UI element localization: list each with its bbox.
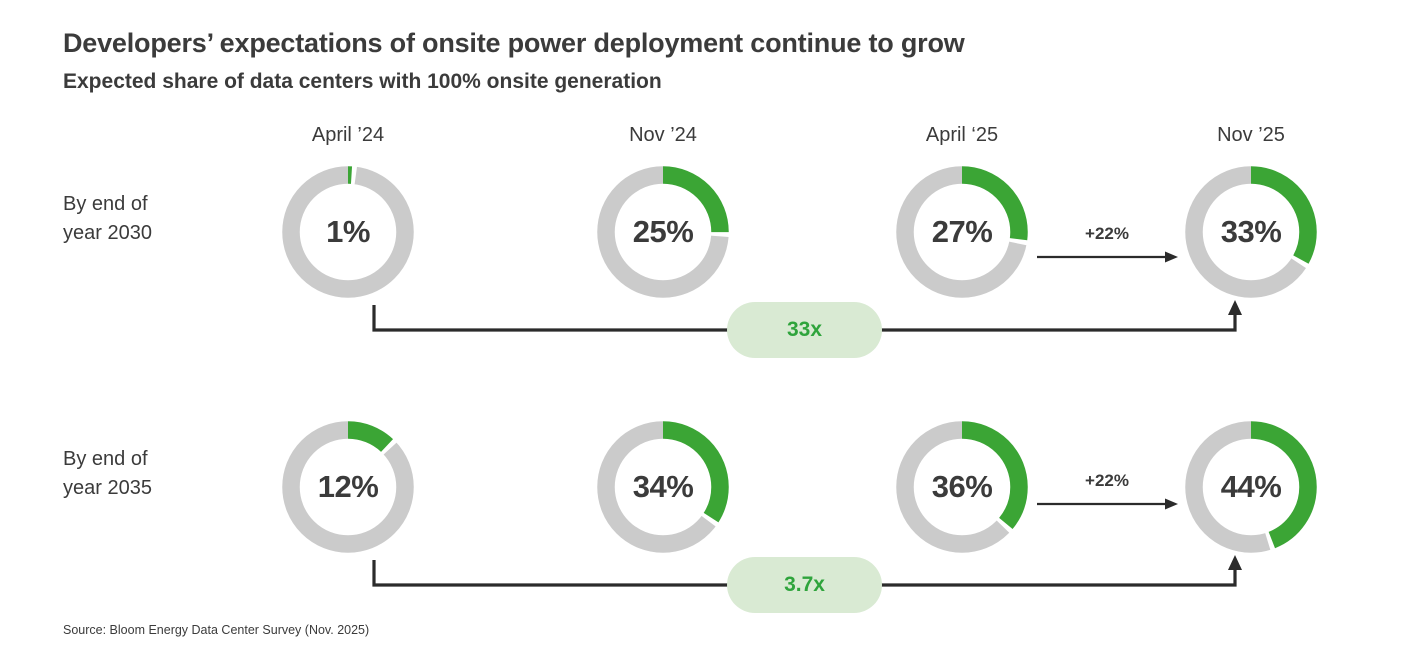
delta-label-2030: +22% [1085,224,1129,243]
donut-ring-svg [896,421,1028,553]
row-label-2030: By end of year 2030 [63,193,152,244]
column-header-nov-24: Nov ’24 [629,124,697,146]
page-subtitle: Expected share of data centers with 100%… [63,70,662,93]
page-title: Developers’ expectations of onsite power… [63,28,965,58]
donut-2035-nov25: 44% [1185,421,1317,553]
donut-2030-april25: 27% [896,166,1028,298]
multiplier-label: 3.7x [784,573,825,596]
donut-2030-april24: 1% [282,166,414,298]
donut-value-label: 25% [632,214,694,249]
donut-value-label: 44% [1220,469,1282,504]
donut-value-label: 12% [317,469,379,504]
donut-ring-svg [896,166,1028,298]
donut-2035-april24: 12% [282,421,414,553]
donut-value-label: 27% [931,214,993,249]
right-arrow-icon [1037,251,1178,263]
source-note: Source: Bloom Energy Data Center Survey … [63,623,370,637]
column-header-april-24: April ’24 [311,124,385,146]
donut-ring-svg [597,166,729,298]
donut-ring-svg [1185,166,1317,298]
donut-ring-svg [282,166,414,298]
donut-ring-svg [282,421,414,553]
donut-ring-svg [1185,421,1317,553]
row-label-2035: By end of year 2035 [63,448,152,499]
donut-value-label: 36% [931,469,993,504]
multiplier-label: 33x [786,318,823,341]
donut-value-label: 1% [326,214,370,249]
right-arrow-icon [1037,498,1178,510]
multiplier-badge-2030: 33x [727,302,882,358]
donut-2030-nov25: 33% [1185,166,1317,298]
donut-2030-nov24: 25% [597,166,729,298]
column-header-nov-25: Nov ’25 [1217,124,1285,146]
column-header-april-25: April ‘25 [925,124,999,146]
donut-2035-april25: 36% [896,421,1028,553]
donut-value-label: 34% [632,469,694,504]
delta-label-2035: +22% [1085,471,1129,490]
donut-value-label: 33% [1220,214,1282,249]
donut-2035-nov24: 34% [597,421,729,553]
donut-ring-svg [597,421,729,553]
multiplier-badge-2035: 3.7x [727,557,882,613]
